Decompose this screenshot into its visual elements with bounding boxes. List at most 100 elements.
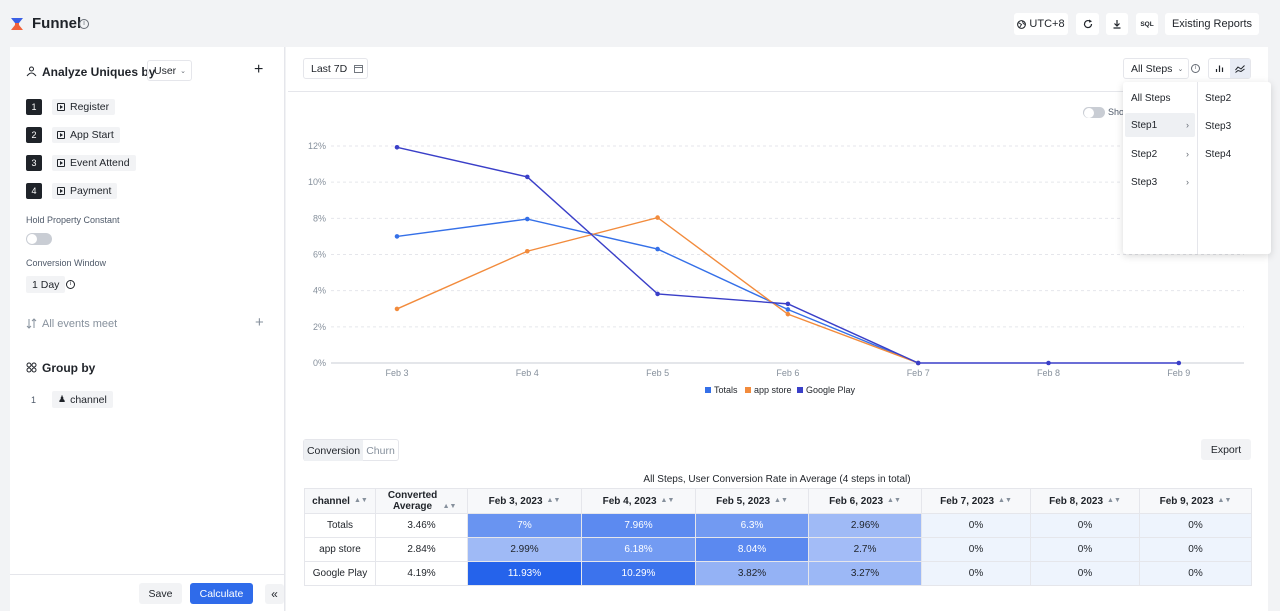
step-event-chip[interactable]: Event Attend bbox=[52, 155, 136, 171]
rate-cell: 3.27% bbox=[808, 561, 922, 586]
info-icon[interactable]: i bbox=[66, 280, 75, 289]
step-row[interactable]: 1 Register bbox=[26, 99, 116, 115]
rate-cell: 6.3% bbox=[695, 513, 809, 538]
legend-swatch[interactable] bbox=[705, 387, 711, 393]
average-cell: 4.19% bbox=[375, 561, 468, 586]
data-point[interactable] bbox=[655, 291, 660, 297]
conversion-window-value[interactable]: 1 Day bbox=[26, 276, 66, 293]
table-row: Google Play 4.19% 11.93% 10.29% 3.82% 3.27% 0%… bbox=[304, 561, 1252, 586]
column-header-date[interactable]: Feb 6, 2023 ▲▼ bbox=[808, 488, 922, 514]
all-events-meet-label[interactable]: All events meet bbox=[42, 318, 118, 330]
timezone-button[interactable]: UTC+8 bbox=[1014, 13, 1068, 35]
info-icon[interactable]: i bbox=[1191, 64, 1200, 73]
analyze-by-select[interactable]: User ⌄ bbox=[147, 60, 192, 81]
step-event-name: Event Attend bbox=[70, 157, 130, 169]
report-area: Last 7D All Steps ⌄ i Sho 0% 2% 4% 6% 8% 10% 1… bbox=[286, 47, 1268, 611]
submenu-item-step4[interactable]: Step4 bbox=[1205, 148, 1232, 160]
step-row[interactable]: 4 Payment bbox=[26, 183, 118, 199]
step-row[interactable]: 3 Event Attend bbox=[26, 155, 136, 171]
line-chart-button[interactable] bbox=[1229, 59, 1250, 78]
data-point[interactable] bbox=[1046, 360, 1051, 366]
data-point[interactable] bbox=[785, 301, 791, 307]
legend-label[interactable]: Totals bbox=[714, 385, 738, 395]
column-header-date[interactable]: Feb 8, 2023 ▲▼ bbox=[1030, 488, 1140, 514]
step-row[interactable]: 2 App Start bbox=[26, 127, 120, 143]
sort-icon[interactable]: ▲▼ bbox=[1217, 497, 1232, 505]
menu-item-step1[interactable]: Step1 › bbox=[1125, 113, 1195, 137]
group-by-chip[interactable]: ♟ channel bbox=[52, 391, 113, 408]
step-event-chip[interactable]: App Start bbox=[52, 127, 120, 143]
rate-cell: 0% bbox=[1139, 513, 1252, 538]
data-point[interactable] bbox=[394, 234, 400, 239]
export-button[interactable]: Export bbox=[1201, 439, 1251, 460]
submenu-item-step2[interactable]: Step2 bbox=[1205, 92, 1232, 104]
group-icon bbox=[26, 362, 37, 373]
sort-icon[interactable]: ▲▼ bbox=[353, 497, 368, 505]
legend-swatch[interactable] bbox=[797, 387, 803, 393]
date-range-picker[interactable]: Last 7D bbox=[303, 58, 368, 79]
step-event-chip[interactable]: Payment bbox=[52, 183, 118, 199]
globe-icon bbox=[1017, 19, 1027, 29]
data-point[interactable] bbox=[915, 360, 921, 366]
column-header-date[interactable]: Feb 4, 2023 ▲▼ bbox=[581, 488, 696, 514]
steps-select[interactable]: All Steps ⌄ bbox=[1123, 58, 1189, 79]
menu-item-all-steps[interactable]: All Steps bbox=[1131, 92, 1171, 104]
step-number: 4 bbox=[26, 183, 42, 199]
existing-reports-button[interactable]: Existing Reports bbox=[1165, 13, 1259, 35]
sort-icon[interactable]: ▲▼ bbox=[660, 497, 675, 505]
sort-icon[interactable]: ▲▼ bbox=[442, 502, 457, 510]
funnel-logo-icon bbox=[11, 18, 23, 30]
calculate-button[interactable]: Calculate bbox=[190, 583, 253, 604]
tab-churn[interactable]: Churn bbox=[366, 444, 395, 457]
bar-chart-button[interactable] bbox=[1209, 59, 1230, 78]
rate-cell: 0% bbox=[1139, 561, 1252, 586]
sort-icon[interactable]: ▲▼ bbox=[546, 497, 561, 505]
data-point[interactable] bbox=[1176, 360, 1182, 366]
collapse-panel-button[interactable]: « bbox=[265, 584, 284, 604]
chevron-down-icon: ⌄ bbox=[180, 67, 187, 75]
panel-footer: Save Calculate bbox=[10, 574, 284, 611]
add-filter-icon[interactable]: + bbox=[255, 314, 264, 331]
sort-icon[interactable]: ▲▼ bbox=[1107, 497, 1121, 505]
data-point[interactable] bbox=[655, 215, 660, 220]
info-icon[interactable]: i bbox=[79, 19, 89, 29]
menu-item-step2[interactable]: Step2 › bbox=[1131, 148, 1189, 160]
data-point[interactable] bbox=[655, 246, 660, 252]
tab-conversion[interactable]: Conversion bbox=[304, 440, 363, 461]
data-point[interactable] bbox=[785, 311, 791, 317]
column-header-date[interactable]: Feb 9, 2023 ▲▼ bbox=[1139, 488, 1252, 514]
show-toggle[interactable] bbox=[1083, 107, 1105, 118]
table-row: Totals 3.46% 7% 7.96% 6.3% 2.96% 0% 0% 0% bbox=[304, 513, 1252, 538]
column-header-date[interactable]: Feb 3, 2023 ▲▼ bbox=[467, 488, 582, 514]
save-button[interactable]: Save bbox=[139, 583, 182, 604]
legend-swatch[interactable] bbox=[745, 387, 751, 393]
data-point[interactable] bbox=[785, 307, 791, 312]
download-button[interactable] bbox=[1106, 13, 1128, 35]
hold-property-toggle[interactable] bbox=[26, 233, 52, 245]
menu-item-step3[interactable]: Step3 › bbox=[1131, 176, 1189, 188]
column-header-date[interactable]: Feb 5, 2023 ▲▼ bbox=[695, 488, 809, 514]
submenu-item-step3[interactable]: Step3 bbox=[1205, 120, 1232, 132]
data-point[interactable] bbox=[525, 248, 530, 254]
filter-sort-icon bbox=[26, 318, 37, 329]
column-header-date[interactable]: Feb 7, 2023 ▲▼ bbox=[921, 488, 1031, 514]
data-point[interactable] bbox=[525, 174, 530, 180]
column-header-channel[interactable]: channel ▲▼ bbox=[304, 488, 376, 514]
sql-button[interactable]: SQL bbox=[1136, 13, 1158, 35]
data-point[interactable] bbox=[525, 216, 530, 222]
column-header-average[interactable]: Converted Average ▲▼ bbox=[375, 488, 468, 514]
x-tick-label: Feb 4 bbox=[516, 368, 539, 378]
legend-label[interactable]: app store bbox=[754, 385, 792, 395]
data-point[interactable] bbox=[394, 306, 400, 312]
sort-icon[interactable]: ▲▼ bbox=[998, 497, 1012, 505]
rate-cell: 0% bbox=[1030, 537, 1140, 562]
sort-icon[interactable]: ▲▼ bbox=[774, 497, 788, 505]
step-event-chip[interactable]: Register bbox=[52, 99, 116, 115]
legend-label[interactable]: Google Play bbox=[806, 385, 856, 395]
rate-cell: 10.29% bbox=[581, 561, 696, 586]
data-point[interactable] bbox=[394, 144, 400, 150]
sort-icon[interactable]: ▲▼ bbox=[887, 497, 901, 505]
add-step-icon[interactable]: + bbox=[254, 61, 264, 78]
timezone-label: UTC+8 bbox=[1029, 18, 1065, 30]
refresh-button[interactable] bbox=[1076, 13, 1099, 35]
